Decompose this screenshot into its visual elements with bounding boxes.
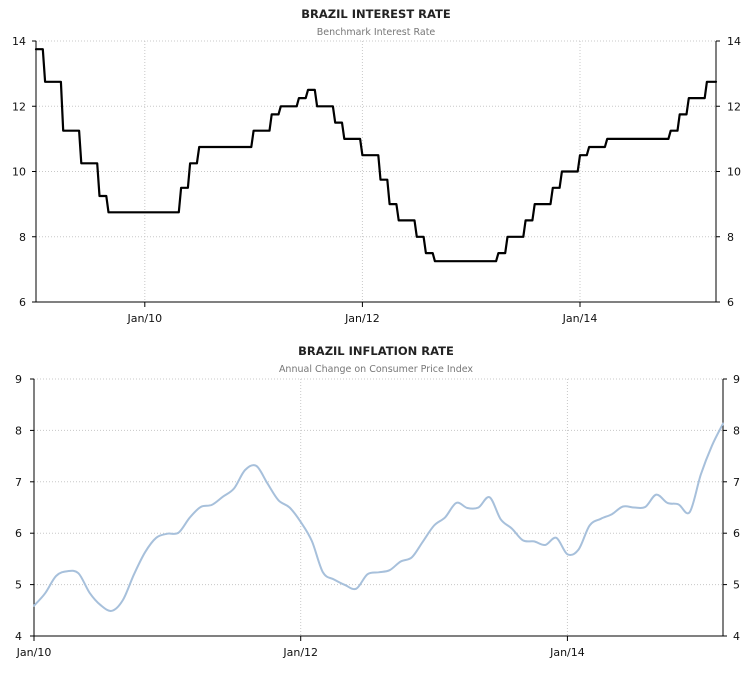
y-tick-label-right: 5 (733, 579, 740, 592)
chart-subtitle: Benchmark Interest Rate (317, 27, 436, 38)
x-tick-label: Jan/10 (16, 646, 52, 659)
y-tick-label-right: 6 (727, 296, 734, 309)
interest-rate-chart: BRAZIL INTEREST RATE Benchmark Interest … (12, 7, 741, 325)
chart-subtitle: Annual Change on Consumer Price Index (279, 364, 473, 375)
x-tick-label: Jan/10 (126, 312, 162, 325)
chart-title: BRAZIL INTEREST RATE (301, 7, 451, 21)
x-tick-label: Jan/14 (562, 312, 598, 325)
y-tick-label-right: 12 (727, 100, 741, 113)
y-tick-label-left: 8 (15, 424, 22, 437)
series-line (33, 422, 724, 612)
y-tick-label-right: 6 (733, 527, 740, 540)
y-tick-label-right: 8 (733, 424, 740, 437)
x-tick-label: Jan/12 (344, 312, 380, 325)
series-line (34, 48, 718, 263)
chart-title: BRAZIL INFLATION RATE (298, 344, 454, 358)
x-tick-label: Jan/14 (549, 646, 585, 659)
y-tick-label-left: 7 (15, 476, 22, 489)
y-tick-label-right: 10 (727, 166, 741, 179)
y-tick-label-left: 6 (19, 296, 26, 309)
inflation-rate-chart: BRAZIL INFLATION RATE Annual Change on C… (15, 344, 740, 659)
y-tick-label-right: 4 (733, 630, 740, 643)
x-tick-label: Jan/12 (282, 646, 318, 659)
y-tick-label-left: 4 (15, 630, 22, 643)
y-tick-label-left: 6 (15, 527, 22, 540)
y-tick-label-left: 5 (15, 579, 22, 592)
y-tick-label-right: 7 (733, 476, 740, 489)
y-tick-label-right: 8 (727, 231, 734, 244)
y-tick-label-left: 8 (19, 231, 26, 244)
y-tick-label-left: 10 (12, 166, 26, 179)
y-tick-label-left: 14 (12, 35, 26, 48)
y-tick-label-right: 14 (727, 35, 741, 48)
y-tick-label-right: 9 (733, 373, 740, 386)
y-tick-label-left: 12 (12, 100, 26, 113)
y-tick-label-left: 9 (15, 373, 22, 386)
